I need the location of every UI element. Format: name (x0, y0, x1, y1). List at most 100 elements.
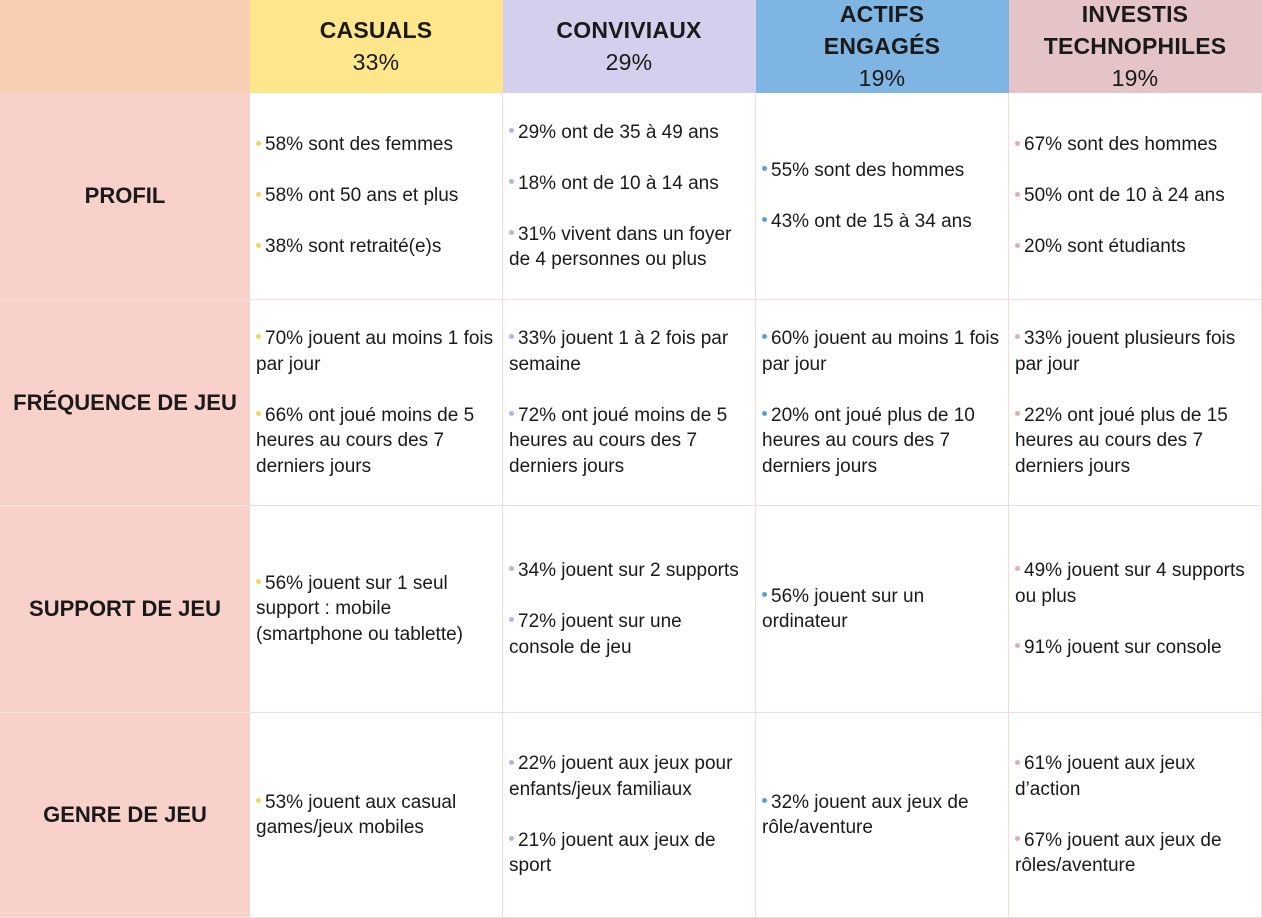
list-item-text: 50% ont de 10 à 24 ans (1024, 185, 1225, 207)
header-investis-technophiles: INVESTIS TECHNOPHILES 19% (1009, 0, 1262, 93)
list-item-text: 66% ont joué moins de 5 heures au cours … (256, 404, 475, 477)
bullet-dot-icon (1015, 566, 1020, 572)
row-label-profil: PROFIL (0, 93, 250, 300)
bullet-dot-icon (509, 127, 514, 133)
bullet-dot-icon (256, 579, 261, 585)
table-corner (0, 0, 250, 93)
list-item: 58% ont 50 ans et plus (256, 183, 498, 209)
bullet-dot-icon (1015, 759, 1020, 765)
cell-frequence-investis: 33% jouent plusieurs fois par jour 22% on… (1009, 300, 1262, 506)
list-item-text: 53% jouent aux casual games/jeux mobiles (256, 791, 457, 839)
header-conviviaux: CONVIVIAUX 29% (503, 0, 756, 93)
bullet-dot-icon (1015, 191, 1020, 197)
bullet-dot-icon (762, 797, 767, 803)
list-item-text: 56% jouent sur un ordinateur (762, 585, 925, 633)
list-item: 58% sont des femmes (256, 132, 498, 158)
bullet-dot-icon (509, 229, 514, 235)
list-item-text: 34% jouent sur 2 supports (518, 560, 739, 581)
bullet-dot-icon (762, 410, 767, 416)
list-item-text: 22% jouent aux jeux pour enfants/jeux fa… (509, 753, 733, 800)
bullet-dot-icon (256, 140, 261, 146)
list-item-text: 22% ont joué plus de 15 heures au cours … (1015, 404, 1228, 477)
list-item-text: 55% sont des hommes (771, 159, 965, 181)
bullet-dot-icon (762, 334, 767, 340)
header-casuals: CASUALS 33% (250, 0, 503, 93)
header-name: ACTIFS ENGAGÉS (823, 1, 941, 59)
bullet-dot-icon (256, 191, 261, 197)
bullet-dot-icon (1015, 410, 1020, 416)
cell-support-investis: 49% jouent sur 4 supports ou plus 91% jou… (1009, 506, 1262, 713)
list-item: 20% ont joué plus de 10 heures au cours … (762, 403, 1004, 480)
bullet-dot-icon (1015, 642, 1020, 648)
list-item: 67% jouent aux jeux de rôles/aventure (1015, 828, 1257, 879)
list-item-text: 61% jouent aux jeux d’action (1015, 753, 1196, 800)
list-item-text: 72% ont joué moins de 5 heures au cours … (509, 404, 728, 477)
bullet-dot-icon (762, 166, 767, 172)
cell-support-casuals: 56% jouent sur 1 seul support : mobile (… (250, 506, 503, 713)
bullet-dot-icon (256, 334, 261, 340)
bullet-dot-icon (509, 178, 514, 184)
list-item-text: 60% jouent au moins 1 fois par jour (762, 328, 1000, 375)
row-label-support: SUPPORT DE JEU (0, 506, 250, 713)
bullet-dot-icon (256, 410, 261, 416)
list-item: 49% jouent sur 4 supports ou plus (1015, 558, 1257, 609)
bullet-dot-icon (509, 836, 514, 842)
list-item: 67% sont des hommes (1015, 132, 1257, 158)
bullet-dot-icon (1015, 334, 1020, 340)
list-item-text: 70% jouent au moins 1 fois par jour (256, 328, 494, 375)
list-item: 56% jouent sur un ordinateur (762, 584, 1004, 635)
bullet-dot-icon (1015, 140, 1020, 146)
bullet-dot-icon (509, 410, 514, 416)
header-percentage: 33% (352, 49, 400, 75)
list-item: 22% ont joué plus de 15 heures au cours … (1015, 403, 1257, 480)
bullet-dot-icon (1015, 242, 1020, 248)
bullet-dot-icon (509, 617, 514, 623)
list-item: 70% jouent au moins 1 fois par jour (256, 326, 498, 377)
bullet-dot-icon (509, 334, 514, 340)
list-item: 56% jouent sur 1 seul support : mobile (… (256, 571, 498, 648)
list-item: 91% jouent sur console (1015, 635, 1257, 661)
list-item-text: 21% jouent aux jeux de sport (509, 829, 716, 877)
list-item-text: 58% sont des femmes (265, 134, 453, 156)
header-name: CONVIVIAUX (556, 17, 702, 43)
list-item-text: 91% jouent sur console (1024, 636, 1222, 658)
bullet-dot-icon (256, 242, 261, 248)
cell-genre-conviviaux: 22% jouent aux jeux pour enfants/jeux fa… (503, 713, 756, 918)
list-item: 43% ont de 15 à 34 ans (762, 209, 1004, 235)
list-item-text: 43% ont de 15 à 34 ans (771, 210, 972, 232)
list-item: 18% ont de 10 à 14 ans (509, 171, 751, 197)
list-item: 50% ont de 10 à 24 ans (1015, 183, 1257, 209)
cell-frequence-casuals: 70% jouent au moins 1 fois par jour 66% o… (250, 300, 503, 506)
list-item: 31% vivent dans un foyer de 4 personnes … (509, 222, 751, 273)
list-item: 66% ont joué moins de 5 heures au cours … (256, 403, 498, 480)
list-item: 32% jouent aux jeux de rôle/aventure (762, 790, 1004, 841)
list-item-text: 29% ont de 35 à 49 ans (518, 121, 719, 143)
row-label-genre: GENRE DE JEU (0, 713, 250, 918)
list-item: 53% jouent aux casual games/jeux mobiles (256, 790, 498, 841)
cell-frequence-conviviaux: 33% jouent 1 à 2 fois par semaine 72% ont… (503, 300, 756, 506)
cell-profil-conviviaux: 29% ont de 35 à 49 ans 18% ont de 10 à 14… (503, 93, 756, 300)
list-item: 33% jouent plusieurs fois par jour (1015, 326, 1257, 377)
list-item-text: 20% sont étudiants (1024, 236, 1186, 258)
list-item-text: 33% jouent plusieurs fois par jour (1015, 328, 1236, 375)
bullet-dot-icon (762, 217, 767, 223)
list-item: 20% sont étudiants (1015, 234, 1257, 260)
list-item-text: 67% sont des hommes (1024, 134, 1218, 156)
list-item: 33% jouent 1 à 2 fois par semaine (509, 326, 751, 377)
cell-frequence-actifs: 60% jouent au moins 1 fois par jour 20% o… (756, 300, 1009, 506)
bullet-dot-icon (256, 797, 261, 803)
list-item: 22% jouent aux jeux pour enfants/jeux fa… (509, 751, 751, 802)
list-item: 72% jouent sur une console de jeu (509, 609, 751, 660)
list-item-text: 49% jouent sur 4 supports ou plus (1015, 560, 1245, 607)
bullet-dot-icon (509, 759, 514, 765)
list-item-text: 33% jouent 1 à 2 fois par semaine (509, 328, 729, 375)
list-item: 72% ont joué moins de 5 heures au cours … (509, 403, 751, 480)
list-item: 55% sont des hommes (762, 158, 1004, 184)
list-item-text: 32% jouent aux jeux de rôle/aventure (762, 791, 969, 839)
list-item-text: 56% jouent sur 1 seul support : mobile (… (256, 572, 464, 645)
header-percentage: 19% (858, 65, 906, 91)
header-percentage: 29% (605, 49, 653, 75)
list-item-text: 67% jouent aux jeux de rôles/aventure (1015, 829, 1222, 877)
header-actifs-engages: ACTIFS ENGAGÉS 19% (756, 0, 1009, 93)
cell-profil-casuals: 58% sont des femmes 58% ont 50 ans et plu… (250, 93, 503, 300)
